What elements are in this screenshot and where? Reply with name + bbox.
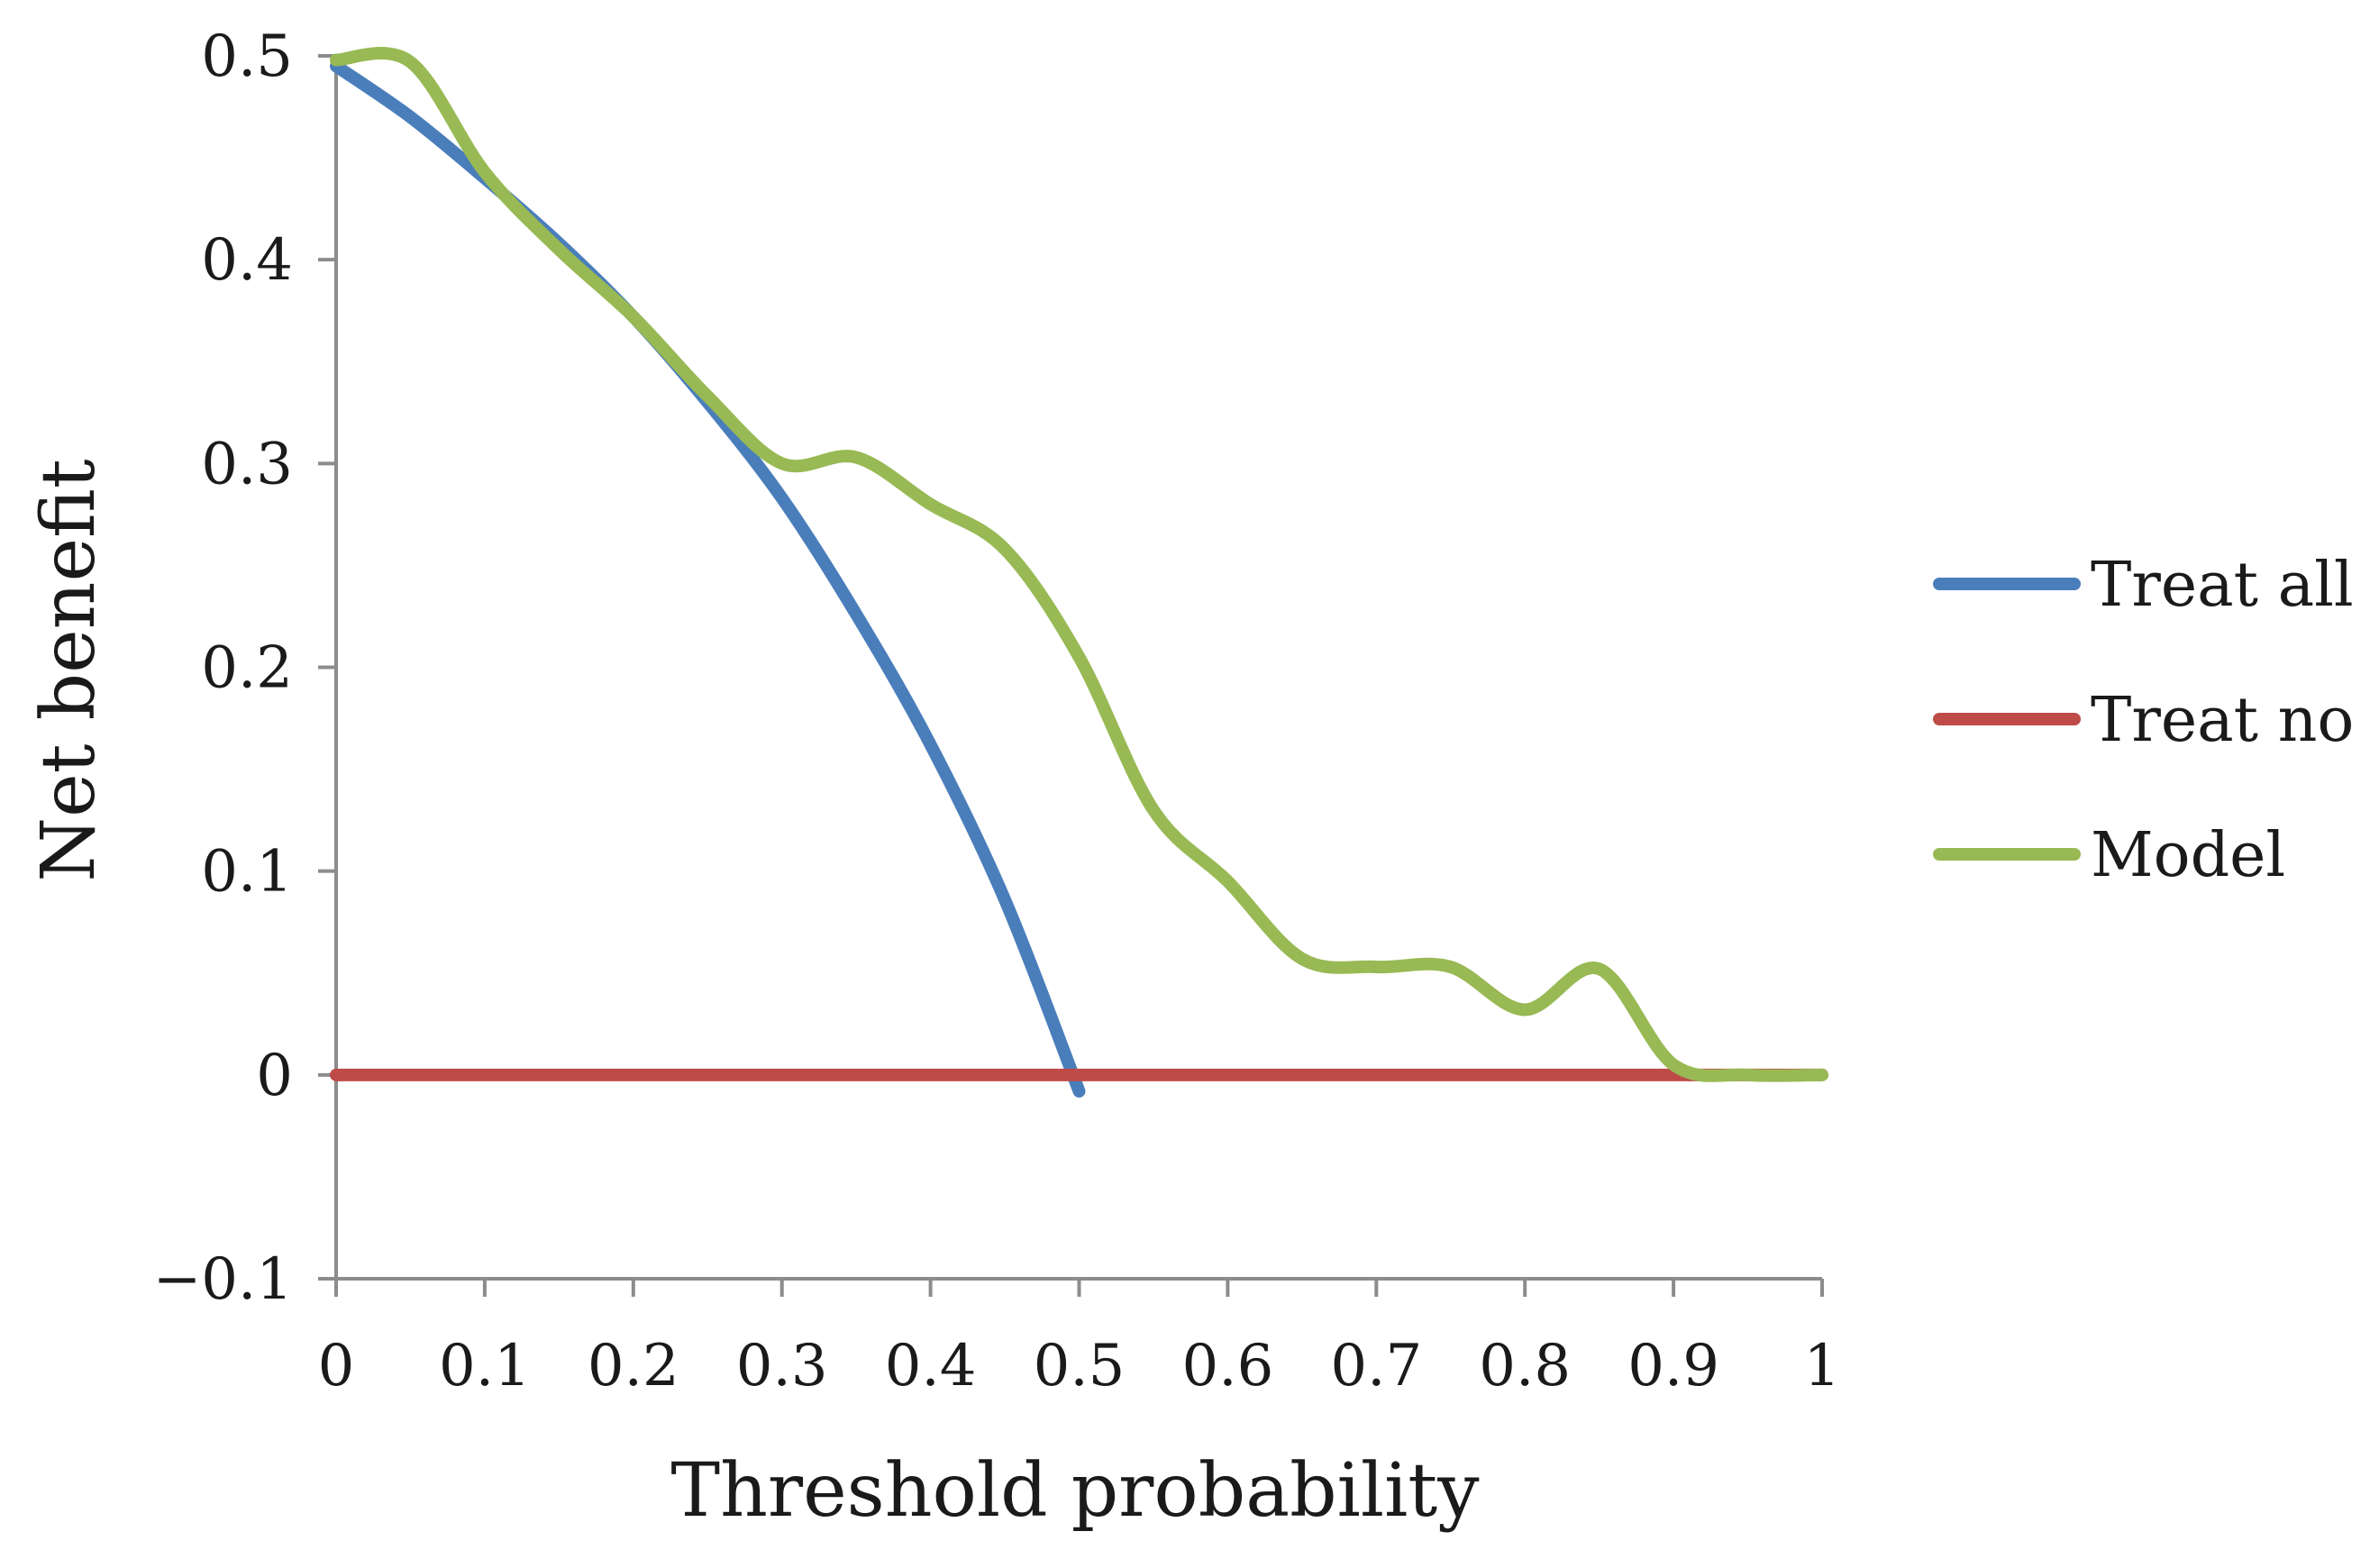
y-tick-label: 0.4 — [201, 227, 293, 294]
x-tick-label: 0.2 — [588, 1333, 679, 1399]
series-line-model — [330, 47, 1828, 1082]
y-tick-label: 0.5 — [201, 23, 293, 90]
x-tick-label: 0.4 — [885, 1333, 977, 1399]
x-tick-label: 0.3 — [736, 1333, 828, 1399]
x-tick-label: 0.8 — [1479, 1333, 1571, 1399]
x-tick-label: 0.6 — [1182, 1333, 1274, 1399]
y-tick-label: 0.3 — [201, 431, 293, 497]
legend-label-treat-no: Treat no — [2091, 685, 2354, 756]
legend-label-treat-all: Treat all — [2091, 550, 2354, 621]
x-tick-label: 0.1 — [439, 1333, 531, 1399]
y-tick-label: 0.2 — [201, 635, 293, 702]
series-line-treat-all — [330, 59, 1086, 1098]
legend: Treat all Treat no Model — [1933, 550, 2354, 891]
x-tick-label: 0 — [318, 1333, 355, 1399]
plot-series — [330, 47, 1828, 1098]
x-tick-label: 1 — [1804, 1333, 1841, 1399]
x-tick-label: 0.7 — [1330, 1333, 1422, 1399]
x-tick-label: 0.5 — [1034, 1333, 1126, 1399]
axes: −0.1 0 0.1 0.2 0.3 0.4 0.5 0 0.1 0.2 0.3 0.4 0.5 0.6 0… — [153, 23, 1841, 1399]
y-tick-label: 0 — [256, 1043, 293, 1109]
y-tick-label: −0.1 — [153, 1246, 293, 1313]
x-tick-label: 0.9 — [1627, 1333, 1719, 1399]
y-tick-label: 0.1 — [201, 839, 293, 906]
y-axis-title: Net benefit — [26, 459, 112, 881]
legend-label-model: Model — [2091, 820, 2285, 891]
x-axis-title: Threshold probability — [670, 1448, 1480, 1534]
